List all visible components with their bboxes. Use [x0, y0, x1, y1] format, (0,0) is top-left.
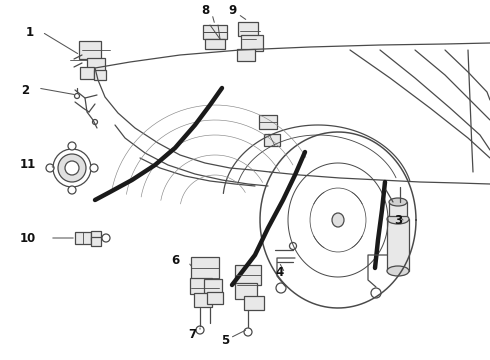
Ellipse shape	[244, 328, 252, 336]
Text: 1: 1	[26, 26, 34, 39]
Ellipse shape	[90, 164, 98, 172]
Ellipse shape	[276, 283, 286, 293]
Ellipse shape	[332, 213, 344, 227]
Text: 6: 6	[171, 253, 179, 266]
Bar	[194, 293, 212, 307]
Bar	[91, 230, 101, 239]
Bar	[80, 67, 94, 79]
Ellipse shape	[68, 186, 76, 194]
Text: 5: 5	[221, 333, 229, 346]
Ellipse shape	[58, 154, 86, 182]
Bar	[387, 219, 409, 271]
Bar	[203, 25, 227, 39]
Bar	[237, 49, 255, 61]
Bar	[190, 278, 212, 294]
Bar	[205, 39, 225, 49]
Ellipse shape	[371, 288, 381, 298]
Bar	[389, 202, 407, 216]
Text: 3: 3	[394, 213, 402, 226]
Bar	[94, 70, 106, 80]
Bar	[87, 58, 105, 72]
Text: 8: 8	[201, 4, 209, 17]
Ellipse shape	[196, 326, 204, 334]
Bar	[91, 237, 101, 246]
Bar	[259, 115, 277, 129]
Bar	[238, 22, 258, 36]
Text: 9: 9	[228, 4, 236, 17]
Bar	[204, 279, 222, 293]
Bar	[264, 134, 280, 146]
Bar	[79, 41, 101, 59]
Bar	[235, 265, 261, 285]
Text: 11: 11	[20, 158, 36, 171]
Text: 7: 7	[188, 328, 196, 342]
Bar	[244, 296, 264, 310]
Bar	[191, 257, 219, 279]
Ellipse shape	[387, 266, 409, 276]
Ellipse shape	[102, 234, 110, 242]
Ellipse shape	[65, 161, 79, 175]
Bar	[241, 35, 263, 51]
Bar	[75, 232, 91, 244]
Text: 4: 4	[276, 266, 284, 279]
Ellipse shape	[68, 142, 76, 150]
Bar	[207, 292, 223, 304]
Bar	[235, 283, 257, 299]
Text: 10: 10	[20, 231, 36, 244]
Text: 2: 2	[21, 84, 29, 96]
Ellipse shape	[46, 164, 54, 172]
Ellipse shape	[387, 214, 409, 224]
Ellipse shape	[93, 120, 98, 125]
Ellipse shape	[290, 243, 296, 249]
Ellipse shape	[389, 198, 407, 206]
Ellipse shape	[53, 149, 91, 187]
Ellipse shape	[74, 94, 79, 99]
